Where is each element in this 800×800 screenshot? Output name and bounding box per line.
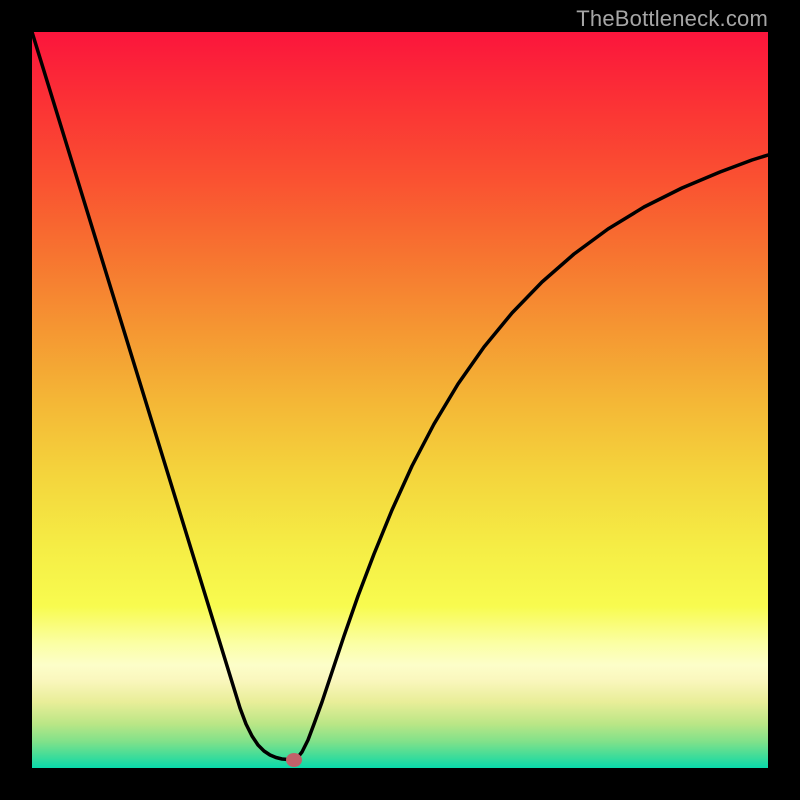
chart-plot-area (32, 32, 768, 768)
chart-curve (32, 32, 768, 760)
chart-marker-dot (286, 753, 302, 767)
watermark-text: TheBottleneck.com (576, 6, 768, 32)
chart-overlay-svg (32, 32, 768, 768)
